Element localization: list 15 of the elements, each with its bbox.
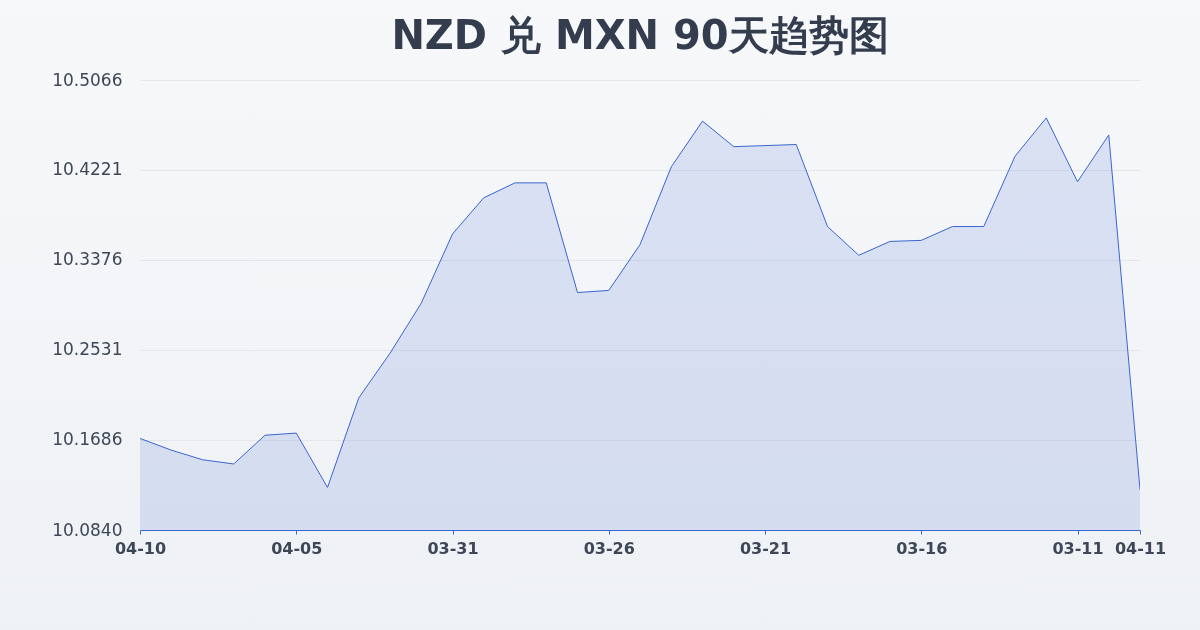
x-tick-label: 03-31 (427, 538, 479, 558)
chart-title: NZD 兑 MXN 90天趋势图 (391, 12, 889, 58)
y-tick-label: 10.2531 (52, 339, 123, 360)
x-tick-label: 04-11 (1114, 538, 1167, 558)
x-tick-label: 03-11 (1052, 538, 1104, 558)
x-tick-label: 03-21 (739, 538, 792, 558)
x-tick-label: 03-26 (583, 538, 635, 558)
y-tick-label: 10.5066 (52, 69, 123, 90)
y-tick-label: 10.4221 (52, 159, 123, 180)
y-tick-label: 10.1686 (52, 429, 123, 450)
x-tick-label: 03-16 (896, 538, 948, 558)
x-tick-label: 04-10 (114, 538, 167, 558)
y-tick-label: 10.3376 (52, 249, 123, 270)
x-tick-label: 04-05 (271, 538, 323, 558)
y-tick-label: 10.0840 (52, 519, 123, 540)
